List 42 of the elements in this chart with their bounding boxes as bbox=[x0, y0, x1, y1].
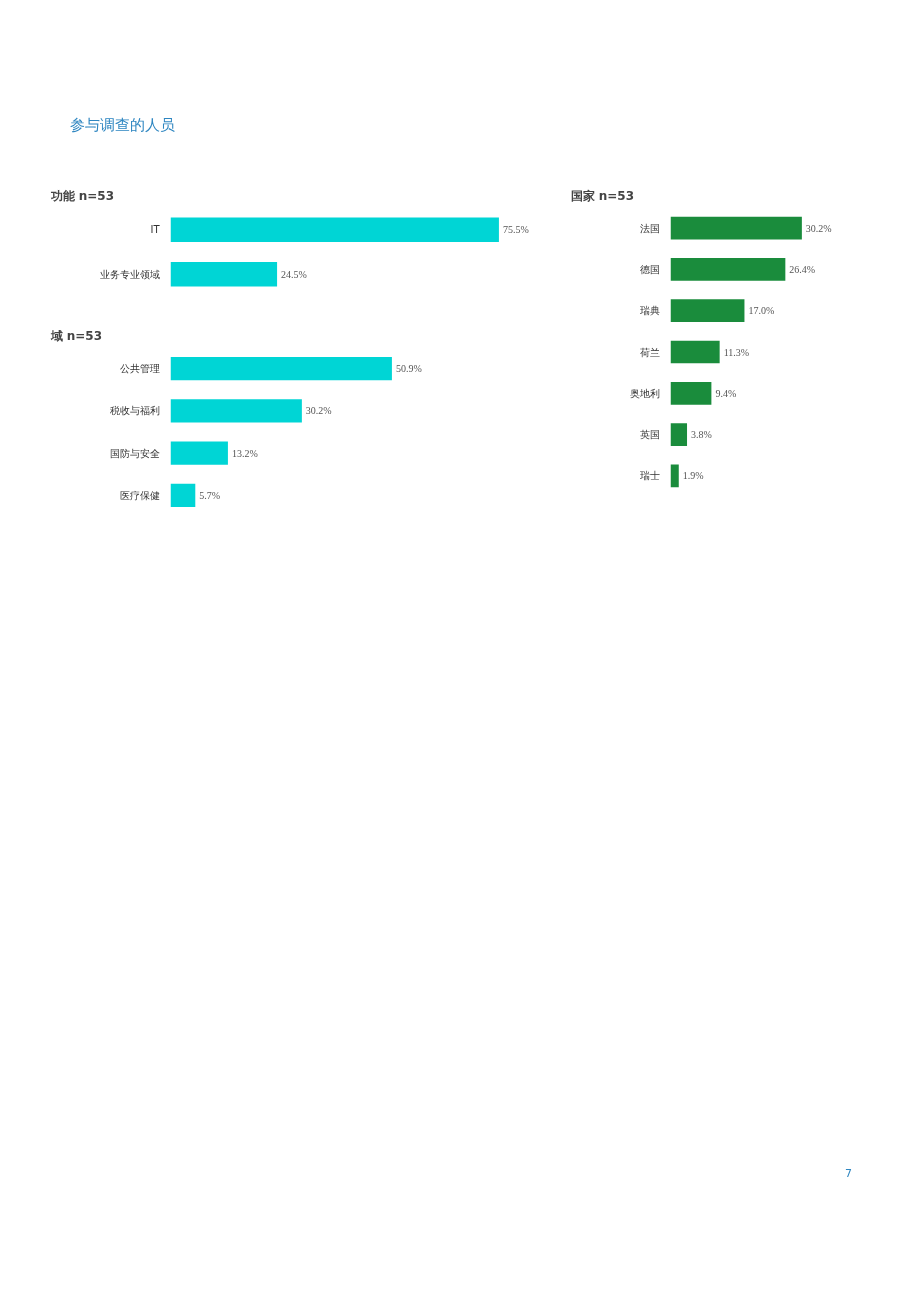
y-tick-label: 法国 bbox=[639, 223, 660, 235]
data-label: 1.9% bbox=[682, 470, 704, 482]
bar bbox=[670, 382, 712, 406]
y-tick-label: 德国 bbox=[639, 264, 660, 276]
bar bbox=[670, 217, 802, 240]
chart-title: 功能 n=53 bbox=[49, 188, 114, 203]
data-label: 9.4% bbox=[715, 388, 737, 400]
y-tick-label: 税收与福利 bbox=[109, 405, 160, 417]
y-tick-label: 国防与安全 bbox=[109, 448, 160, 460]
y-tick-label: 公共管理 bbox=[119, 363, 160, 375]
bar bbox=[170, 399, 302, 423]
chart-title: 国家 n=53 bbox=[570, 188, 634, 203]
data-label: 5.7% bbox=[199, 490, 221, 502]
chart-title: 域 n=53 bbox=[49, 328, 102, 343]
y-tick-label: 瑞士 bbox=[639, 470, 660, 482]
y-tick-label: 业务专业领域 bbox=[99, 269, 160, 281]
data-label: 50.9% bbox=[395, 363, 422, 375]
data-label: 13.2% bbox=[231, 448, 258, 460]
bar bbox=[670, 464, 679, 488]
bar bbox=[670, 299, 745, 323]
text: 7 bbox=[845, 1166, 852, 1183]
bar bbox=[170, 441, 228, 466]
y-tick-label: 英国 bbox=[639, 429, 660, 441]
bar bbox=[670, 423, 688, 447]
bar bbox=[170, 484, 196, 508]
y-tick-label: 奥地利 bbox=[629, 388, 660, 400]
data-label: 26.4% bbox=[789, 264, 816, 276]
data-label: 11.3% bbox=[723, 346, 750, 358]
data-label: 30.2% bbox=[305, 405, 332, 417]
y-tick-label: 医疗保健 bbox=[119, 490, 160, 502]
text: 参与调查的人员 bbox=[70, 115, 175, 136]
bar bbox=[670, 258, 786, 282]
bar bbox=[670, 341, 720, 364]
data-label: 24.5% bbox=[281, 269, 307, 281]
y-tick-label: 荷兰 bbox=[639, 346, 660, 358]
bar bbox=[170, 357, 392, 381]
y-tick-label: 瑞典 bbox=[639, 305, 660, 317]
y-tick-label: IT bbox=[150, 224, 161, 236]
data-label: 3.8% bbox=[691, 429, 712, 441]
data-label: 30.2% bbox=[805, 223, 832, 235]
data-label: 17.0% bbox=[748, 305, 775, 317]
data-label: 75.5% bbox=[502, 224, 529, 236]
